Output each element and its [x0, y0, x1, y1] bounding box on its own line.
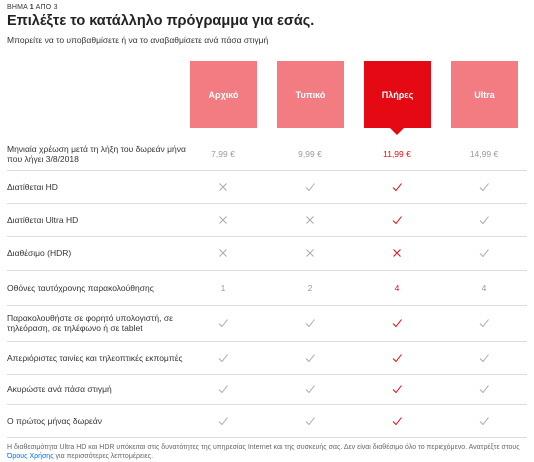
cross-icon	[193, 203, 253, 236]
cell-text: 11,99 €	[383, 148, 411, 159]
subtitle: Μπορείτε να το υποβαθμίσετε ή να το αναβ…	[7, 35, 269, 45]
check-icon	[280, 404, 340, 437]
check-icon	[367, 341, 427, 374]
row-label: Διατίθεται Ultra HD	[7, 214, 79, 225]
plan-card[interactable]: Ultra	[451, 61, 518, 128]
cross-icon	[367, 236, 427, 270]
row-label: Διαθέσιμο (HDR)	[7, 248, 72, 258]
row-label: Απεριόριστες ταινίες και τηλεοπτικές εκπ…	[7, 352, 183, 363]
title: Επιλέξτε το κατάλληλο πρόγραμμα για εσάς…	[7, 13, 315, 29]
row-separator	[7, 374, 527, 375]
row-separator	[7, 437, 527, 438]
check-icon	[367, 305, 427, 341]
check-icon	[193, 305, 253, 341]
check-icon	[454, 404, 514, 437]
row-separator	[7, 404, 527, 405]
check-icon	[454, 170, 514, 203]
check-icon	[367, 374, 427, 404]
cell-text: 4	[394, 282, 400, 293]
check-icon	[454, 305, 514, 341]
cell-text: 1	[220, 282, 226, 293]
row-separator	[7, 236, 527, 237]
check-icon	[193, 404, 253, 437]
row-label: Διατίθεται HD	[7, 181, 58, 192]
row-label: Ο πρώτος μήνας δωρεάν	[7, 415, 103, 426]
check-icon	[280, 341, 340, 374]
check-icon	[454, 341, 514, 374]
footnote: Η διαθεσιμότητα Ultra HD και HDR υπόκειτ…	[7, 443, 527, 461]
cell-text: 4	[481, 282, 487, 293]
check-icon	[367, 404, 427, 437]
row-label: Οθόνες ταυτόχρονης παρακολούθησης	[7, 282, 154, 293]
check-icon	[367, 203, 427, 236]
check-icon	[454, 374, 514, 404]
cell-text: 14,99 €	[469, 148, 499, 159]
row-label: Παρακολουθήστε σε φορητό υπολογιστή, σε …	[7, 313, 173, 333]
terms-link[interactable]: Όρους Χρήσης	[7, 453, 54, 460]
step-indicator: ΒΗΜΑ 1 ΑΠΟ 3	[7, 4, 58, 11]
cell-text: 2	[307, 282, 313, 293]
check-icon	[280, 170, 340, 203]
step-word: ΒΗΜΑ	[7, 4, 28, 11]
cross-icon	[193, 170, 253, 203]
plan-card[interactable]: Αρχικό	[190, 61, 257, 128]
cross-icon	[280, 236, 340, 270]
plan-card[interactable]: Τυπικό	[277, 61, 344, 128]
check-icon	[193, 374, 253, 404]
footnote-text: Η διαθεσιμότητα Ultra HD και HDR υπόκειτ…	[7, 444, 520, 451]
cell-text: 9,99 €	[298, 148, 322, 159]
footnote-text: για περισσότερες λεπτομέρειες.	[55, 453, 154, 460]
row-separator	[7, 203, 527, 204]
step-of: ΑΠΟ	[35, 4, 52, 11]
row-separator	[7, 170, 527, 171]
row-separator	[7, 341, 527, 342]
plan-card[interactable]: Πλήρες	[364, 61, 431, 128]
check-icon	[454, 236, 514, 270]
cross-icon	[280, 203, 340, 236]
cell-text: 7,99 €	[211, 148, 235, 159]
row-separator	[7, 305, 527, 306]
check-icon	[280, 374, 340, 404]
step-total: 3	[53, 4, 58, 11]
check-icon	[280, 305, 340, 341]
check-icon	[454, 203, 514, 236]
step-current: 1	[29, 4, 34, 11]
check-icon	[193, 341, 253, 374]
check-icon	[367, 170, 427, 203]
cross-icon	[193, 236, 253, 270]
row-label: Ακυρώστε ανά πάσα στιγμή	[7, 384, 112, 394]
row-label: Μηνιαία χρέωση μετά τη λήξη του δωρεάν μ…	[7, 143, 186, 164]
row-separator	[7, 270, 527, 271]
selected-arrow	[390, 128, 404, 135]
